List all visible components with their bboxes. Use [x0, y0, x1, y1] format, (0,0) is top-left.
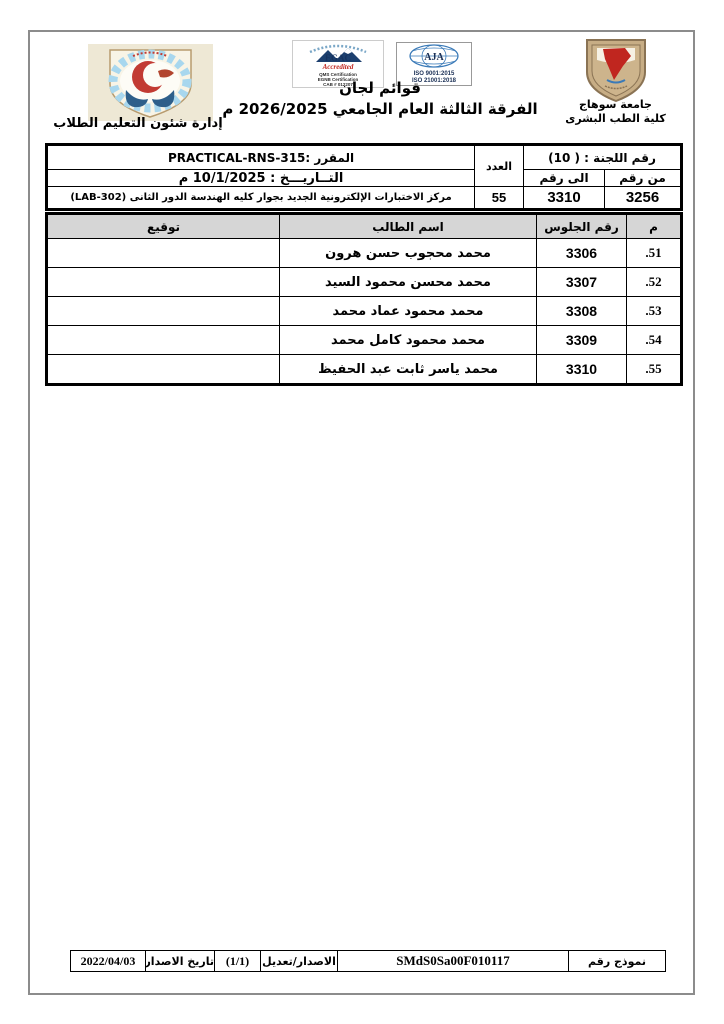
table-row: 52. 3307 محمد محسن محمود السيد: [46, 267, 682, 297]
from-number-value-cell: 3256: [604, 186, 683, 210]
student-name-cell: محمد محمود كامل محمد: [279, 325, 537, 355]
aja-iso2-text: ISO 21001:2018: [412, 78, 457, 84]
admin-affairs-logo-icon: [88, 44, 213, 125]
aja-name-text: AJA: [424, 52, 444, 63]
index-cell: 51.: [626, 238, 682, 268]
info-table: رقم اللجنة : ( 10) العدد المقرر :PRACTIC…: [45, 143, 684, 211]
student-name-cell: محمد محمود عماد محمد: [279, 296, 537, 326]
signature-cell: [46, 238, 280, 268]
committee-number-cell: رقم اللجنة : ( 10): [522, 144, 683, 170]
to-number-value-cell: 3310: [522, 186, 606, 210]
egac-sub1-text: QMS Certification: [319, 72, 357, 77]
from-number-label-cell: من رقم: [604, 169, 683, 187]
count-label-cell: العدد: [474, 144, 524, 187]
student-name-cell: محمد محجوب حسن هرون: [279, 238, 537, 268]
index-cell: 53.: [626, 296, 682, 326]
university-captions: جامعة سوهاج كلية الطب البشرى: [553, 98, 678, 126]
egac-accreditation-logo-icon: EGAC Accredited QMS Certification EGNB C…: [292, 40, 384, 92]
egac-name-text: EGAC: [325, 53, 351, 63]
aja-iso1-text: ISO 9001:2015: [414, 71, 455, 77]
students-table: م رقم الجلوس اسم الطالب توقيع 51. 3306 م…: [45, 212, 683, 386]
date-cell: التــاريـــخ : 10/1/2025 م: [46, 169, 475, 187]
signature-cell: [46, 267, 280, 297]
table-row: 54. 3309 محمد محمود كامل محمد: [46, 325, 682, 355]
aja-iso-logo-icon: AJA ISO 9001:2015 ISO 21001:2018: [396, 42, 472, 90]
signature-cell: [46, 296, 280, 326]
issue-date-label-cell: تاريخ الاصدار: [145, 950, 215, 972]
faculty-name: كلية الطب البشرى: [565, 112, 666, 125]
course-cell: المقرر :PRACTICAL-RNS-315: [46, 144, 475, 170]
page-border-frame: [28, 30, 695, 995]
version-value-cell: (1/1): [214, 950, 261, 972]
egac-accredited-text: Accredited: [322, 63, 354, 71]
issue-date-value-cell: 2022/04/03: [70, 950, 146, 972]
egac-sub2-text: EGNB Certification: [318, 77, 359, 82]
table-row: 53. 3308 محمد محمود عماد محمد: [46, 296, 682, 326]
footer-form-table: نموذج رقم SMdS0Sa00F010117 الاصدار/تعديل…: [70, 950, 666, 972]
seat-number-cell: 3308: [536, 296, 627, 326]
students-header-row: م رقم الجلوس اسم الطالب توقيع: [46, 213, 682, 239]
count-value-cell: 55: [474, 186, 524, 210]
col-header-index: م: [626, 213, 682, 239]
col-header-seat: رقم الجلوس: [536, 213, 627, 239]
seat-number-cell: 3306: [536, 238, 627, 268]
form-code-cell: SMdS0Sa00F010117: [337, 950, 569, 972]
exam-location-cell: مركز الاختبارات الإلكترونية الجديد بجوار…: [46, 186, 475, 210]
page-subtitle: الفرقة الثالثة العام الجامعي 2026/2025 م: [222, 100, 538, 118]
index-cell: 54.: [626, 325, 682, 355]
student-name-cell: محمد محسن محمود السيد: [279, 267, 537, 297]
to-number-label-cell: الى رقم: [522, 169, 606, 187]
title-block: قوائم لجان الفرقة الثالثة العام الجامعي …: [205, 78, 555, 120]
index-cell: 55.: [626, 354, 682, 385]
table-row: 55. 3310 محمد ياسر ثابت عبد الحفيظ: [46, 354, 682, 385]
version-label-cell: الاصدار/تعديل: [260, 950, 338, 972]
university-name: جامعة سوهاج: [579, 98, 652, 111]
university-logo-icon: [577, 36, 655, 108]
form-number-label-cell: نموذج رقم: [568, 950, 666, 972]
signature-cell: [46, 325, 280, 355]
col-header-signature: توقيع: [46, 213, 280, 239]
seat-number-cell: 3310: [536, 354, 627, 385]
admin-affairs-caption: إدارة شئون التعليم الطلاب: [53, 116, 223, 131]
page-title: قوائم لجان: [339, 79, 421, 97]
col-header-name: اسم الطالب: [279, 213, 537, 239]
signature-cell: [46, 354, 280, 385]
table-row: 51. 3306 محمد محجوب حسن هرون: [46, 238, 682, 268]
seat-number-cell: 3307: [536, 267, 627, 297]
egac-sub3-text: CAB # 012207: [323, 82, 353, 87]
index-cell: 52.: [626, 267, 682, 297]
student-name-cell: محمد ياسر ثابت عبد الحفيظ: [279, 354, 537, 385]
seat-number-cell: 3309: [536, 325, 627, 355]
